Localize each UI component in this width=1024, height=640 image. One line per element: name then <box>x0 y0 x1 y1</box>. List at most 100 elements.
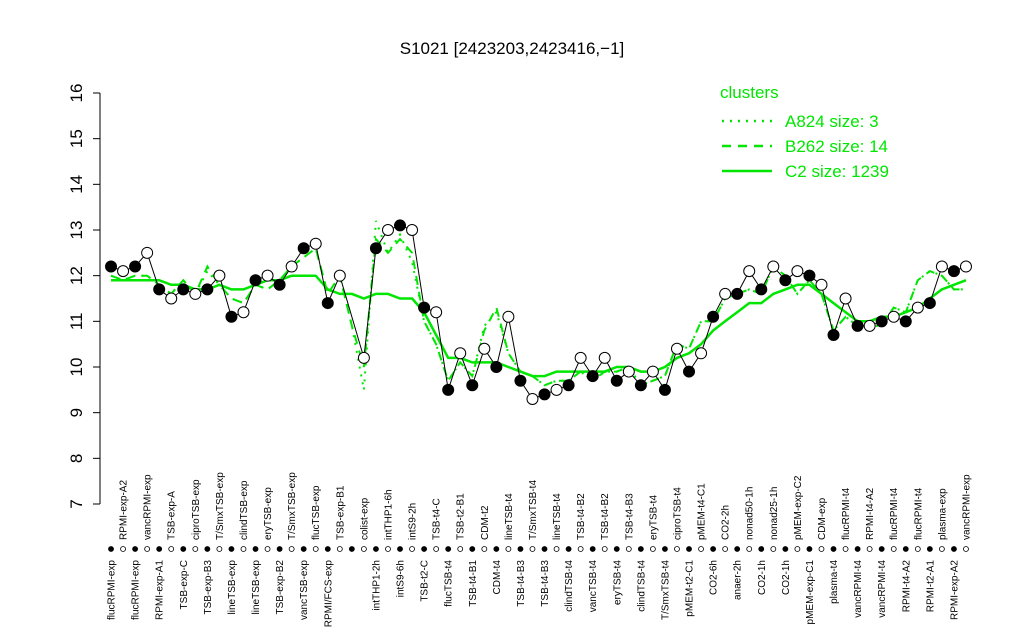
x-tick-label: T/SmxTSB-t4 <box>660 560 671 620</box>
x-tick-label: CDM-exp <box>817 497 828 540</box>
x-tick-label: TSB-exp-B1 <box>335 485 346 540</box>
data-point <box>526 392 539 405</box>
y-tick-label: 10 <box>67 358 86 377</box>
rug-dot <box>481 546 488 552</box>
x-tick-label: pMEM-t4-C1 <box>697 483 708 540</box>
x-tick-label: eryTSB-exp <box>263 487 274 540</box>
x-tick-label: vancRPMI-exp <box>961 474 972 540</box>
rug-dot <box>613 546 620 552</box>
x-tick-label: plasma-t4 <box>829 560 840 604</box>
data-point <box>598 351 611 364</box>
data-point <box>803 269 816 282</box>
data-point <box>273 278 286 291</box>
rug-dot <box>686 546 692 552</box>
data-point <box>923 297 936 310</box>
x-tick-label: RPMI-exp-A2 <box>119 480 130 540</box>
rug-dot <box>926 546 933 552</box>
data-point <box>490 361 503 373</box>
data-point <box>634 379 647 392</box>
cluster-line <box>110 236 966 387</box>
rug-dot <box>637 546 644 552</box>
x-tick-label: T/SmxTSB-t4 <box>528 480 539 540</box>
rug-dot <box>890 546 897 552</box>
rug-dot <box>264 546 271 552</box>
x-tick-label: CO2-1h <box>781 560 792 595</box>
rug-dot <box>553 546 560 552</box>
x-tick-label: clindTSB-t4 <box>636 560 647 612</box>
data-point <box>779 274 792 287</box>
rug-dot <box>734 546 741 552</box>
x-tick-label: flucRPMI-exp <box>131 560 142 620</box>
data-point <box>153 283 166 296</box>
data-point <box>249 274 262 287</box>
data-point <box>562 379 575 392</box>
rug-dot <box>409 546 415 552</box>
data-point <box>767 260 780 273</box>
data-point <box>454 347 467 360</box>
y-tick-label: 7 <box>67 499 86 508</box>
data-point <box>177 283 190 296</box>
x-tick-label: lineTSB-t4 <box>552 493 563 540</box>
x-tick-label: CDM-t4 <box>492 560 503 595</box>
data-point <box>707 310 720 323</box>
rug-dot <box>445 546 452 552</box>
rug-dot <box>348 546 355 552</box>
x-tick-label: TSB-t2-B1 <box>456 493 467 540</box>
x-tick-label: pMEM-exp-C2 <box>793 475 804 540</box>
rug-dot <box>963 546 969 552</box>
x-tick-label: vancRPMI-t4 <box>877 560 888 618</box>
x-tick-label: TSB-t4-B3 <box>516 560 527 607</box>
rug-dot <box>649 546 656 552</box>
data-point <box>285 260 298 273</box>
legend-label: B262 size: 14 <box>785 137 888 156</box>
rug-dot <box>878 546 885 552</box>
rug-dot <box>300 546 307 552</box>
rug-dot <box>698 546 704 552</box>
x-tick-label: intTHP1-2h <box>371 560 382 611</box>
x-tick-label: eryTSB-t4 <box>612 560 623 605</box>
x-tick-label: CDM-t2 <box>480 505 491 540</box>
x-tick-label: pMEM-exp-C1 <box>805 560 816 625</box>
legend-label: A824 size: 3 <box>785 112 879 131</box>
x-tick-label: flucRPMI-exp <box>107 560 118 620</box>
x-tick-label: pMEM-t2-C1 <box>685 560 696 617</box>
legend-title: clusters <box>720 83 779 102</box>
rug-dot <box>288 546 295 552</box>
rug-dot <box>144 546 151 552</box>
x-tick-label: TSB-exp-C <box>179 560 190 609</box>
rug-dot <box>276 546 283 552</box>
data-point <box>237 306 250 319</box>
data-point <box>670 342 683 355</box>
rug-dot <box>240 546 247 552</box>
data-point <box>538 388 551 401</box>
data-point <box>297 242 310 255</box>
rug-dot <box>228 546 235 552</box>
data-point <box>165 292 178 305</box>
x-tick-label: TSB-exp-A <box>167 491 178 540</box>
rug-dot <box>866 546 873 552</box>
data-point <box>947 265 960 278</box>
data-point <box>791 265 804 278</box>
data-point <box>646 365 659 378</box>
rug-dot <box>794 546 801 552</box>
data-point <box>514 374 527 387</box>
rug-dot <box>529 546 536 552</box>
rug-dot <box>842 546 849 552</box>
x-tick-label: T/SmxTSB-exp <box>287 472 298 540</box>
data-point <box>622 365 635 378</box>
data-point <box>261 269 274 282</box>
data-point <box>959 260 972 273</box>
data-point <box>406 224 419 236</box>
rug-dot <box>132 546 139 552</box>
data-point <box>574 351 587 364</box>
x-tick-label: lineTSB-exp <box>227 560 238 615</box>
x-tick-label: colist-exp <box>359 497 370 540</box>
data-point <box>369 242 382 255</box>
data-point <box>201 283 214 296</box>
data-point <box>719 287 732 300</box>
x-tick-label: nonad25-1h <box>769 487 780 540</box>
data-point <box>309 237 322 250</box>
data-point <box>658 383 671 396</box>
rug-dot <box>818 546 825 552</box>
